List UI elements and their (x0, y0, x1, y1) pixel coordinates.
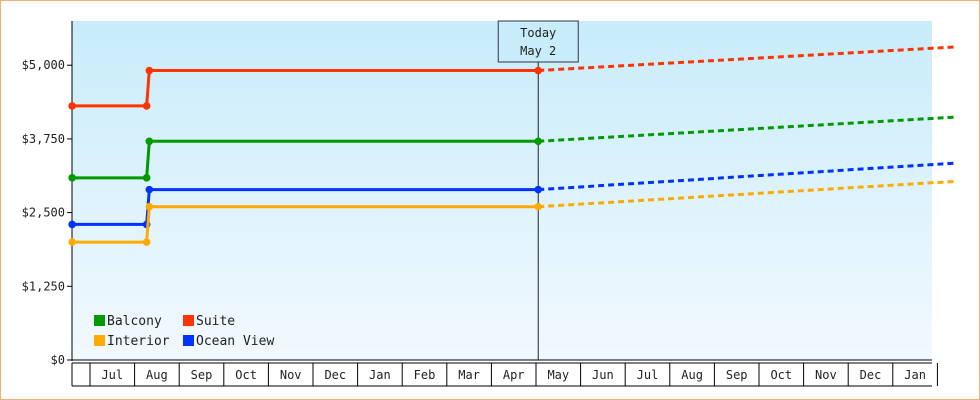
legend-label: Balcony (107, 314, 162, 329)
series-line-balcony (72, 139, 539, 180)
y-tick-label: $1,250 (22, 279, 65, 293)
data-point (68, 102, 76, 110)
data-point (68, 220, 76, 229)
y-tick-label: $2,500 (22, 206, 65, 220)
x-tick-label: Mar (458, 368, 480, 382)
y-tick-label: $0 (51, 353, 65, 367)
x-tick-label: Jul (101, 368, 123, 382)
today-marker-label: Today (520, 26, 556, 40)
x-tick-label: Sep (191, 368, 213, 382)
x-tick-label: Sep (726, 368, 748, 382)
legend-label: Ocean View (196, 334, 274, 349)
legend-label: Suite (196, 314, 235, 329)
y-tick-label: $3,750 (22, 132, 65, 146)
data-point (534, 185, 543, 194)
x-tick-label: Jun (592, 368, 614, 382)
x-tick-label: Nov (815, 368, 837, 382)
today-marker-box (497, 20, 579, 63)
data-point (142, 238, 151, 246)
y-tick-label: $5,000 (22, 58, 65, 72)
x-tick-label: Oct (770, 368, 792, 382)
series-line-interior (72, 205, 539, 244)
data-point (145, 185, 154, 194)
legend-swatch (94, 335, 105, 346)
x-tick-label: Aug (681, 368, 703, 382)
x-tick-label: Dec (860, 368, 882, 382)
legend-swatch (183, 315, 194, 326)
x-tick-label: Feb (414, 368, 436, 382)
data-point (534, 66, 543, 75)
x-tick-label: Apr (503, 368, 525, 382)
x-tick-label: Jan (369, 368, 391, 382)
x-tick-label: Oct (235, 368, 257, 382)
x-tick-label: Nov (280, 368, 302, 382)
x-tick-label: Dec (324, 368, 346, 382)
legend-label: Interior (107, 334, 170, 349)
series-line-suite (72, 69, 539, 108)
x-tick-label: Jan (904, 368, 926, 382)
legend-swatch (94, 315, 105, 326)
data-point (534, 202, 543, 211)
data-point (68, 238, 76, 246)
data-point (142, 174, 151, 182)
data-point (68, 174, 76, 182)
data-point (534, 137, 543, 146)
x-tick-label: Aug (146, 368, 168, 382)
data-point (145, 137, 154, 146)
data-point (145, 66, 154, 75)
today-marker-date: May 2 (520, 44, 556, 58)
x-tick-label: May (547, 368, 569, 382)
x-tick-label: Jul (637, 368, 659, 382)
legend-swatch (183, 335, 194, 346)
data-point (142, 102, 151, 110)
data-point (145, 202, 154, 211)
